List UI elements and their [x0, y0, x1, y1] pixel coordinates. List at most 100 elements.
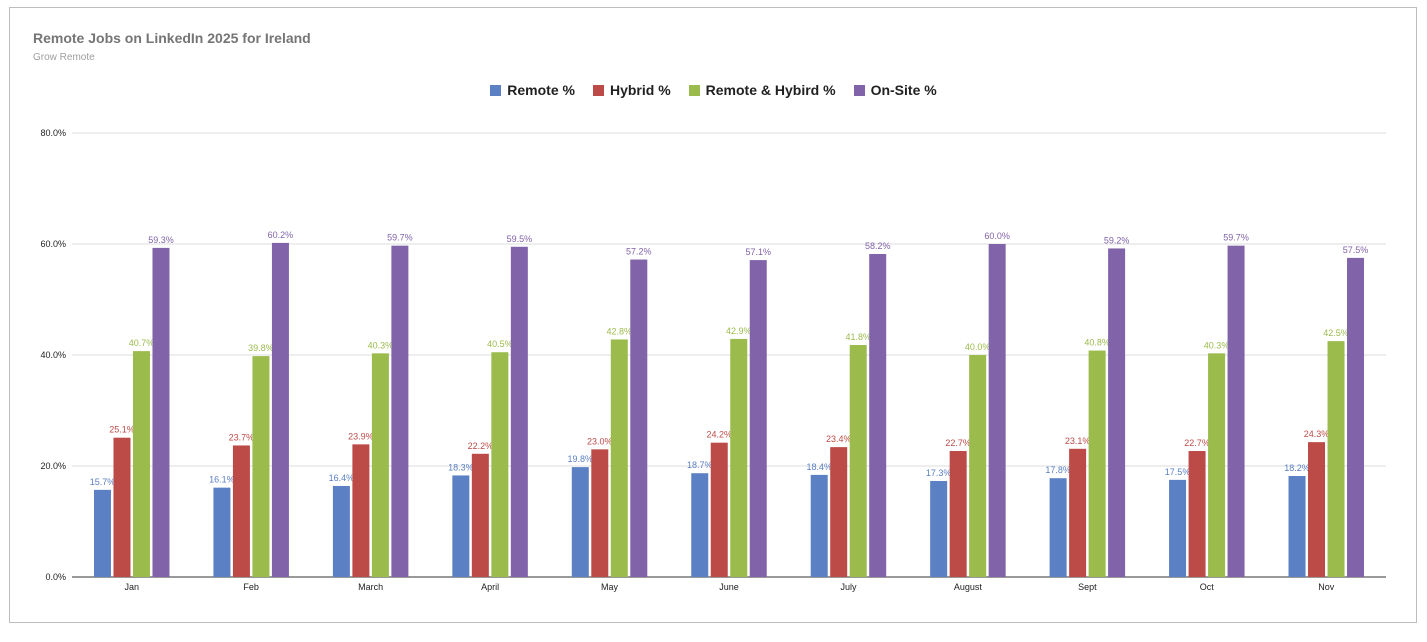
y-tick-label: 20.0% — [40, 461, 66, 471]
bar — [1208, 353, 1226, 577]
bar — [332, 485, 350, 577]
bar — [591, 449, 609, 577]
y-tick-label: 60.0% — [40, 239, 66, 249]
data-label: 17.8% — [1045, 465, 1071, 475]
data-label: 60.0% — [984, 231, 1010, 241]
chart-legend: Remote % Hybrid % Remote & Hybird % On-S… — [0, 82, 1427, 98]
data-label: 42.9% — [726, 326, 752, 336]
x-tick-label: Feb — [243, 582, 259, 592]
bar — [930, 480, 948, 577]
data-label: 40.3% — [1204, 340, 1230, 350]
bar — [749, 260, 767, 577]
data-label: 18.4% — [806, 462, 832, 472]
data-label: 57.2% — [626, 247, 652, 257]
data-label: 23.0% — [587, 436, 613, 446]
legend-label-hybrid: Hybrid % — [609, 82, 671, 98]
bar — [830, 447, 848, 577]
x-tick-label: Oct — [1200, 582, 1215, 592]
bar — [510, 246, 528, 577]
x-tick-label: Nov — [1318, 582, 1335, 592]
x-tick-label: March — [358, 582, 383, 592]
legend-swatch-hybrid — [592, 84, 604, 96]
bar — [491, 352, 509, 577]
data-label: 58.2% — [865, 241, 891, 251]
x-tick-label: July — [840, 582, 857, 592]
data-label: 18.7% — [687, 460, 713, 470]
data-label: 57.5% — [1343, 245, 1369, 255]
bar — [988, 244, 1006, 577]
bar — [1227, 245, 1245, 578]
bar — [1308, 442, 1326, 577]
bar — [691, 473, 709, 577]
data-label: 59.2% — [1104, 235, 1130, 245]
bar — [1288, 475, 1306, 577]
bar — [630, 259, 648, 577]
bar — [1108, 248, 1126, 577]
bar — [1088, 350, 1106, 577]
data-label: 60.2% — [268, 230, 294, 240]
legend-label-onsite: On-Site % — [870, 82, 937, 98]
legend-item-hybrid[interactable]: Hybrid % — [592, 82, 671, 98]
x-tick-label: June — [719, 582, 739, 592]
data-label: 24.3% — [1304, 429, 1330, 439]
legend-label-remote-hybrid: Remote & Hybird % — [705, 82, 836, 98]
data-label: 23.4% — [826, 434, 852, 444]
data-label: 41.8% — [845, 332, 871, 342]
x-tick-label: May — [601, 582, 619, 592]
data-label: 40.7% — [129, 338, 155, 348]
bar — [252, 356, 270, 577]
legend-item-remote-hybrid[interactable]: Remote & Hybird % — [688, 82, 836, 98]
y-tick-label: 40.0% — [40, 350, 66, 360]
bar — [610, 339, 628, 577]
data-label: 23.1% — [1065, 436, 1091, 446]
data-label: 40.0% — [965, 342, 991, 352]
data-label: 19.8% — [568, 454, 594, 464]
bar — [1327, 341, 1345, 577]
bar — [1069, 448, 1087, 577]
data-label: 39.8% — [248, 343, 274, 353]
bar — [1049, 478, 1067, 577]
bar — [1188, 451, 1206, 577]
bar — [152, 247, 170, 577]
legend-label-remote: Remote % — [507, 82, 575, 98]
legend-item-onsite[interactable]: On-Site % — [853, 82, 937, 98]
bar — [1169, 479, 1187, 577]
data-label: 59.7% — [1223, 233, 1249, 243]
bar — [232, 445, 250, 577]
bar — [710, 442, 728, 577]
legend-swatch-remote-hybrid — [688, 84, 700, 96]
data-label: 40.3% — [368, 340, 394, 350]
x-tick-label: Jan — [124, 582, 139, 592]
bar — [1347, 257, 1365, 577]
data-label: 42.5% — [1323, 328, 1349, 338]
data-label: 15.7% — [90, 477, 116, 487]
y-tick-label: 80.0% — [40, 128, 66, 138]
bar — [213, 487, 231, 577]
x-tick-label: Sept — [1078, 582, 1097, 592]
legend-item-remote[interactable]: Remote % — [490, 82, 575, 98]
data-label: 16.4% — [329, 473, 355, 483]
bar — [969, 355, 987, 577]
data-label: 25.1% — [109, 425, 135, 435]
data-label: 16.1% — [209, 475, 235, 485]
data-label: 57.1% — [745, 247, 771, 257]
bar — [371, 353, 389, 577]
bar — [452, 475, 470, 577]
data-label: 23.7% — [229, 432, 255, 442]
data-label: 40.8% — [1084, 338, 1110, 348]
bar — [471, 453, 489, 577]
bar — [271, 242, 289, 577]
data-label: 22.7% — [1184, 438, 1210, 448]
data-label: 42.8% — [607, 326, 633, 336]
bar — [810, 474, 828, 577]
x-tick-label: August — [954, 582, 983, 592]
y-tick-label: 0.0% — [45, 572, 66, 582]
bar — [132, 351, 150, 577]
bar — [571, 467, 589, 577]
bar — [869, 253, 887, 578]
data-label: 59.3% — [148, 235, 174, 245]
data-label: 22.2% — [468, 441, 494, 451]
data-label: 17.5% — [1165, 467, 1191, 477]
bar — [391, 245, 409, 578]
